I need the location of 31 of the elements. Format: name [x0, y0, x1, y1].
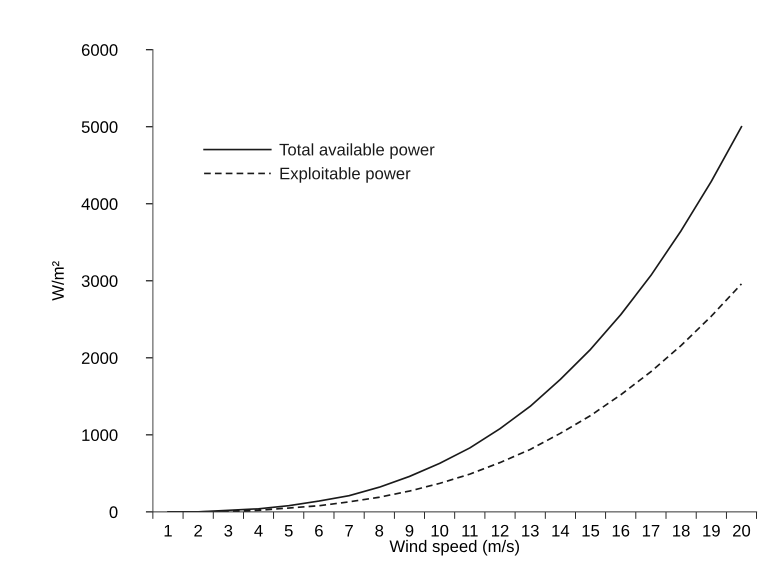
- x-tick-label: 16: [612, 524, 630, 537]
- y-tick-label: 6000: [82, 44, 118, 56]
- x-tick-label: 19: [703, 524, 720, 537]
- legend-label: Total available power: [279, 143, 434, 159]
- y-axis-title: W/m²: [52, 261, 64, 301]
- x-tick-label: 13: [522, 524, 539, 537]
- x-tick-label: 2: [194, 524, 202, 536]
- y-tick-label: 4000: [81, 198, 118, 210]
- x-tick-label: 18: [673, 524, 690, 537]
- x-tick-label: 7: [345, 524, 353, 536]
- legend-label: Exploitable power: [280, 167, 410, 183]
- x-tick-label: 1: [164, 524, 172, 536]
- x-tick-label: 5: [284, 524, 293, 537]
- x-tick-label: 15: [582, 524, 600, 537]
- x-tick-label: 10: [432, 524, 448, 537]
- x-tick-label: 17: [642, 524, 660, 536]
- y-tick-label: 3000: [82, 275, 118, 288]
- x-tick-label: 3: [224, 524, 232, 537]
- y-tick-label: 2000: [82, 352, 118, 364]
- y-tick-label: 0: [110, 506, 118, 518]
- x-tick-label: 8: [375, 524, 384, 537]
- x-tick-label: 4: [254, 524, 263, 536]
- y-tick-label: 1000: [82, 429, 118, 442]
- x-tick-label: 6: [315, 524, 323, 537]
- x-tick-label: 12: [492, 524, 508, 536]
- x-tick-label: 14: [552, 524, 570, 536]
- x-tick-label: 9: [406, 524, 414, 537]
- x-axis-title: Wind speed (m/s): [390, 540, 519, 556]
- x-tick-label: 11: [462, 524, 478, 536]
- x-tick-label: 20: [733, 524, 750, 537]
- y-tick-label: 5000: [82, 121, 118, 133]
